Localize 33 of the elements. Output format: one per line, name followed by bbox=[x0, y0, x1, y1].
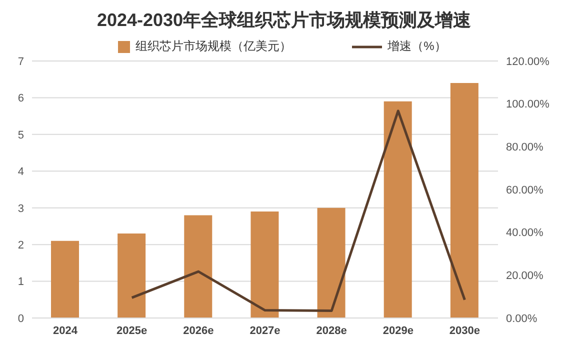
bar bbox=[250, 212, 279, 318]
legend-label: 增速（%） bbox=[388, 38, 446, 55]
y2-tick-label: 20.00% bbox=[506, 270, 544, 282]
bar bbox=[118, 234, 146, 318]
y2-tick-label: 80.00% bbox=[506, 142, 544, 154]
y-tick-label: 1 bbox=[18, 276, 24, 288]
y-tick-label: 6 bbox=[18, 92, 24, 105]
x-tick-label: 2025e bbox=[116, 324, 148, 337]
y2-tick-label: 120.00% bbox=[506, 56, 550, 68]
y-tick-label: 0 bbox=[18, 312, 24, 325]
x-tick-label: 2029e bbox=[382, 324, 414, 337]
y-tick-label: 7 bbox=[18, 56, 24, 68]
y-tick-label: 4 bbox=[18, 166, 24, 178]
y-tick-label: 3 bbox=[18, 202, 24, 215]
y2-tick-label: 40.00% bbox=[506, 227, 544, 240]
y2-tick-label: 60.00% bbox=[506, 184, 544, 196]
line-series bbox=[130, 110, 466, 312]
x-tick-label: 2026e bbox=[183, 324, 214, 337]
x-tick-label: 2030e bbox=[449, 324, 480, 337]
y2-tick-label: 100.00% bbox=[506, 98, 550, 111]
bar bbox=[317, 208, 346, 318]
bar bbox=[51, 240, 79, 318]
legend-label: 组织芯片市场规模（亿美元） bbox=[136, 38, 292, 55]
x-tick-label: 2024 bbox=[53, 324, 78, 337]
y-tick-label: 5 bbox=[18, 129, 24, 142]
bar bbox=[384, 101, 412, 318]
x-tick-label: 2028e bbox=[316, 324, 347, 337]
y-tick-label: 2 bbox=[18, 239, 24, 252]
chart-title: 2024-2030年全球组织芯片市场规模预测及增速 bbox=[96, 9, 472, 32]
x-tick-label: 2027e bbox=[250, 324, 280, 337]
y2-tick-label: 0.00% bbox=[506, 312, 538, 325]
bar bbox=[184, 215, 212, 318]
bar bbox=[450, 83, 478, 318]
